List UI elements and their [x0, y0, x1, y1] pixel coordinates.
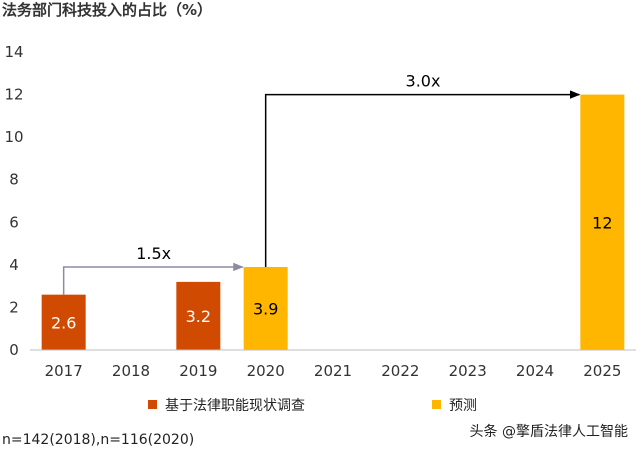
growth-arrow: [62, 262, 244, 295]
x-axis: 2017 2018 2019 2020 2021 2022 2023 2024 2025: [45, 362, 622, 380]
y-tick-label: 14: [4, 43, 23, 61]
legend-label: 基于法律职能现状调查: [165, 397, 305, 414]
y-tick-label: 10: [4, 128, 23, 146]
bar: [176, 281, 221, 350]
data-label: 2.6: [51, 313, 76, 332]
x-tick-label: 2018: [112, 362, 150, 380]
growth-arrow: [264, 90, 581, 267]
data-label: 3.9: [253, 299, 278, 318]
bar: [580, 94, 625, 350]
bar: [243, 266, 288, 350]
x-tick-label: 2024: [516, 362, 554, 380]
y-tick-label: 8: [9, 171, 19, 189]
bars: 2.6 3.2 3.9 12: [41, 94, 625, 350]
x-tick-label: 2019: [179, 362, 217, 380]
footnote: n=142(2018),n=116(2020): [2, 432, 194, 448]
y-tick-label: 6: [9, 213, 19, 231]
bar: [41, 294, 86, 350]
x-tick-label: 2022: [381, 362, 419, 380]
growth-annotation-label: 1.5x: [136, 244, 171, 263]
y-tick-label: 0: [9, 341, 19, 359]
y-tick-label: 12: [4, 86, 23, 104]
data-label: 12: [592, 213, 612, 232]
y-tick-label: 2: [9, 298, 19, 316]
annotations: 1.5x 3.0x: [62, 72, 581, 295]
legend: 基于法律职能现状调查 预测: [148, 397, 477, 414]
data-label: 3.2: [186, 307, 211, 326]
x-tick-label: 2021: [314, 362, 352, 380]
y-axis: 0 2 4 6 8 10 12 14: [4, 43, 23, 359]
chart-title: 法务部门科技投入的占比（%）: [2, 1, 212, 19]
growth-annotation-label: 3.0x: [406, 72, 441, 91]
legend-swatch: [432, 400, 441, 409]
x-tick-label: 2025: [583, 362, 621, 380]
legend-swatch: [148, 400, 157, 409]
x-tick-label: 2017: [45, 362, 83, 380]
y-tick-label: 4: [9, 256, 19, 274]
legend-label: 预测: [449, 398, 477, 414]
watermark: 头条 @擎盾法律人工智能: [470, 423, 628, 440]
x-tick-label: 2020: [247, 362, 285, 380]
x-tick-label: 2023: [449, 362, 487, 380]
